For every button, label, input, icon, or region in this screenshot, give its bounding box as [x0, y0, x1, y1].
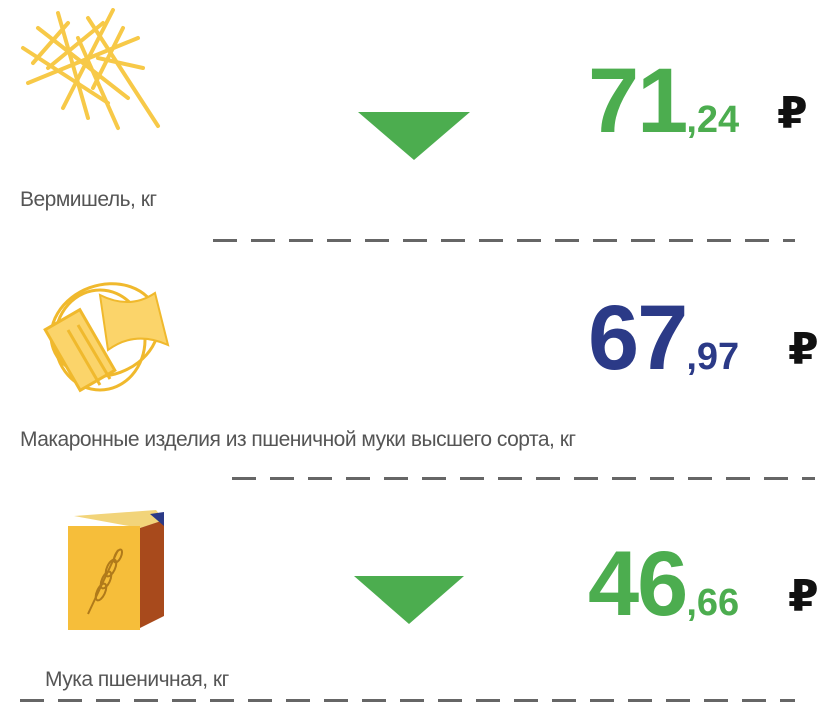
trend-arrow [358, 112, 470, 160]
price-integer: 46 [588, 533, 686, 635]
price-fraction: ,66 [686, 582, 739, 624]
trend-arrow [354, 576, 464, 624]
currency: ₽ [788, 575, 819, 619]
currency: ₽ [788, 328, 819, 372]
price-integer: 67 [588, 287, 686, 389]
currency: ₽ [777, 92, 808, 136]
divider [20, 699, 795, 702]
price-integer: 71 [588, 50, 686, 152]
divider [232, 477, 815, 480]
item-label: Вермишель, кг [20, 188, 157, 212]
pasta-icon [40, 275, 175, 395]
vermicelli-icon [18, 8, 163, 133]
item-label: Макаронные изделия из пшеничной муки выс… [20, 428, 576, 452]
divider [213, 239, 795, 242]
flour-icon [66, 506, 166, 632]
price-fraction: ,24 [686, 99, 739, 141]
page: {"items": [ {"label": "Вермишель, кг", "… [0, 0, 832, 704]
price: 67,97 [588, 292, 739, 384]
price: 46,66 [588, 538, 739, 630]
item-label: Мука пшеничная, кг [45, 668, 229, 692]
price-fraction: ,97 [686, 336, 739, 378]
price: 71,24 [588, 55, 739, 147]
